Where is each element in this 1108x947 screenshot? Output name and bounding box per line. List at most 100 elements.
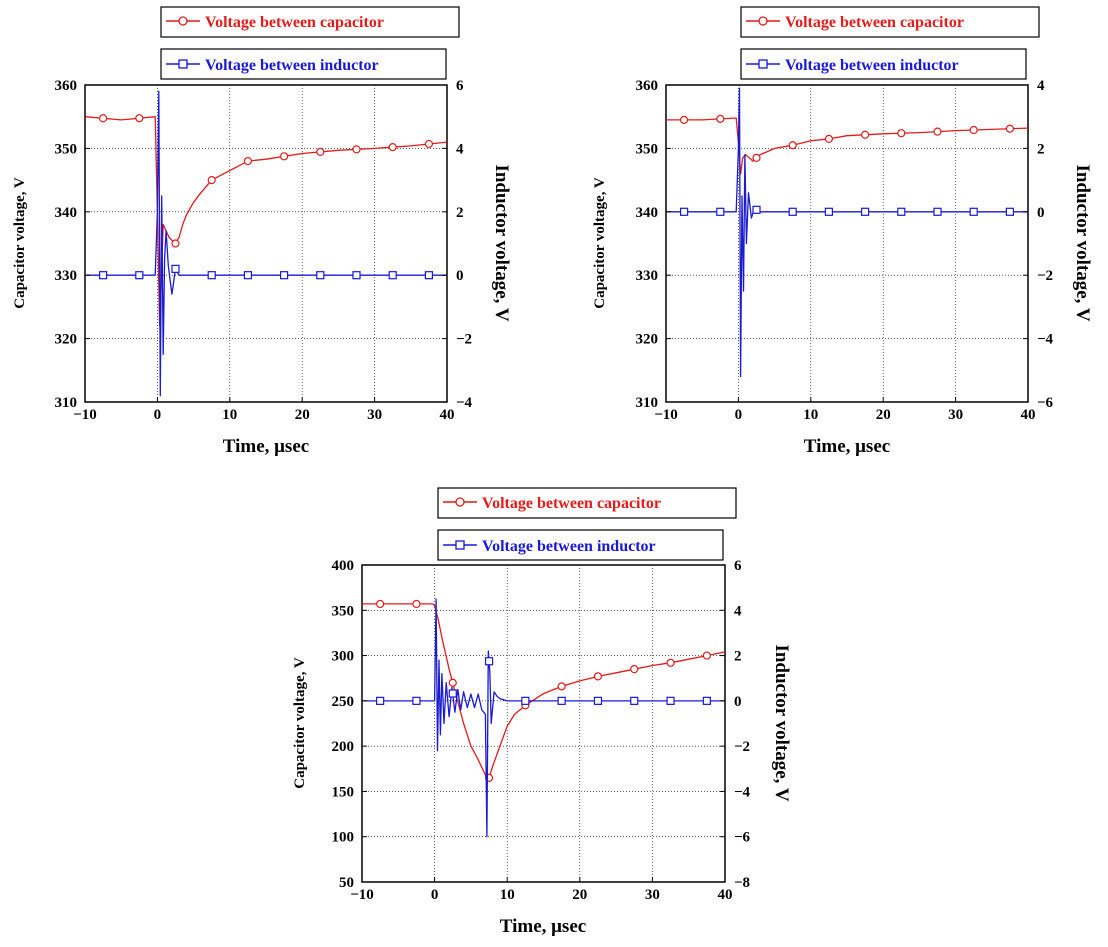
chart-3-y-right-tick-label: −2 (734, 739, 750, 755)
chart-1-point-inductor (388, 271, 397, 280)
chart-2-y-tick-label: 360 (636, 78, 659, 94)
chart-3-point-inductor (484, 657, 494, 666)
chart-2-point-inductor (969, 207, 978, 216)
chart-1-legend-label-capacitor: Voltage between capacitor (205, 14, 384, 31)
chart-3-ticks: −10 0 10 20 30 4050100150200250300350400−8−6−… (332, 558, 751, 903)
chart-1-y-right-axis-label: Inductor voltage, V (491, 164, 512, 321)
chart-2: −10 0 10 20 30 40310320330340350360−6−4−2024 … (592, 6, 1093, 457)
chart-2-y-tick-label: 310 (636, 395, 659, 411)
chart-3-point-inductor (666, 696, 675, 705)
chart-1-x-tick-label: 20 (295, 407, 310, 423)
chart-3-point-capacitor (448, 678, 457, 687)
chart-3-x-tick-label: 20 (572, 887, 587, 903)
chart-1-point-capacitor (243, 156, 252, 166)
chart-2-x-axis-label: Time, μsec (804, 436, 890, 457)
chart-2-point-inductor (716, 207, 725, 216)
chart-3-legend-box-inductor (437, 529, 724, 561)
chart-2-ticks: −10 0 10 20 30 40 310 320 330 340 350 360 −6 −4 −2 0 2 4 (636, 78, 1054, 423)
chart-1-y-tick-label: 330 (55, 268, 78, 284)
chart-2-x-tick-label: 0 (735, 407, 743, 423)
chart-2-point-capacitor (1005, 124, 1015, 133)
chart-2-legend-label-inductor: Voltage between inductor (785, 57, 959, 74)
chart-3-x-tick-label: 10 (500, 887, 515, 903)
chart-2-point-capacitor (788, 141, 797, 150)
chart-3-point-inductor (448, 689, 457, 698)
chart-3-y-right-tick-label: 6 (734, 558, 742, 574)
chart-1-y-right-tick-label: −4 (456, 395, 473, 411)
chart-2-plot-frame (665, 84, 1029, 403)
chart-3-point-inductor (593, 696, 603, 705)
chart-3-series-line-inductor (362, 598, 725, 838)
chart-3-plot-frame (361, 564, 726, 883)
chart-1-legend-marker-inductor (178, 59, 188, 69)
chart-3-point-inductor (521, 696, 530, 705)
chart-1-point-inductor (135, 271, 144, 280)
chart-2-point-inductor (897, 207, 906, 216)
chart-3-point-inductor (557, 696, 566, 705)
chart-3-x-tick-label: 0 (431, 887, 439, 903)
chart-1-point-inductor (243, 271, 252, 280)
chart-3-y-tick-label: 350 (332, 603, 355, 619)
chart-1-point-inductor (352, 271, 361, 280)
chart-2-point-inductor (1005, 207, 1015, 216)
chart-3-y-tick-label: 300 (332, 649, 355, 665)
chart-2-point-inductor (933, 207, 942, 216)
chart-3-y-tick-label: 50 (339, 875, 354, 891)
chart-1-point-capacitor (388, 143, 397, 152)
chart-2-legend: Voltage between capacitor Voltage betwee… (740, 6, 1040, 80)
chart-2-series (666, 87, 1029, 378)
chart-1-y-right-tick-label: −2 (456, 332, 472, 348)
chart-1-y-tick-label: 350 (55, 141, 78, 157)
chart-2-y-right-axis-label: Inductor voltage, V (1072, 164, 1093, 321)
chart-2-y-right-tick-label: 4 (1037, 78, 1045, 94)
chart-2-y-tick-label: 340 (636, 205, 659, 221)
chart-1-legend: Voltage between capacitor Voltage betwee… (160, 6, 460, 80)
chart-3-legend-label-capacitor: Voltage between capacitor (482, 495, 661, 512)
chart-1-legend-box-inductor (160, 48, 447, 80)
chart-3-y-tick-label: 250 (332, 694, 355, 710)
chart-3-y-tick-label: 200 (332, 739, 355, 755)
chart-3-y-tick-label: 400 (332, 558, 355, 574)
chart-2-point-capacitor (933, 127, 942, 136)
chart-1-point-capacitor (135, 114, 144, 123)
chart-3-point-capacitor (593, 672, 603, 681)
chart-3-x-axis-label: Time, μsec (500, 916, 586, 937)
chart-2-x-tick-label: 40 (1021, 407, 1036, 423)
chart-3: −10 0 10 20 30 4050100150200250300350400−8−6−… (292, 487, 792, 937)
chart-3-point-capacitor (630, 665, 639, 674)
chart-2-point-capacitor (716, 114, 725, 123)
chart-1-point-capacitor (280, 152, 289, 161)
chart-1-y-right-tick-label: 6 (456, 78, 464, 94)
chart-2-y-right-tick-label: −4 (1037, 332, 1054, 348)
chart-1-legend-box-capacitor (160, 6, 460, 38)
chart-3-point-capacitor (666, 658, 675, 667)
chart-3-point-capacitor (557, 682, 566, 691)
chart-1-x-tick-label: 0 (154, 407, 162, 423)
chart-2-point-capacitor (752, 153, 761, 163)
chart-1-point-inductor (316, 271, 325, 280)
chart-2-point-capacitor (860, 130, 870, 139)
chart-1-legend-marker-capacitor (178, 16, 188, 26)
chart-3-y-tick-label: 150 (332, 784, 355, 800)
chart-2-point-inductor (788, 207, 797, 216)
chart-1-y-tick-label: 320 (55, 332, 78, 348)
chart-3-y-right-tick-label: 2 (734, 649, 742, 665)
chart-1-point-capacitor (171, 239, 180, 248)
chart-1-point-capacitor (207, 176, 216, 185)
chart-1-point-capacitor (316, 147, 325, 156)
chart-3-legend: Voltage between capacitor Voltage betwee… (437, 487, 737, 561)
chart-1-plot-frame (84, 84, 448, 403)
chart-2-point-inductor (752, 205, 761, 214)
chart-2-y-right-tick-label: 0 (1037, 205, 1045, 221)
chart-1-point-inductor (207, 271, 216, 280)
chart-2-y-tick-label: 350 (636, 141, 659, 157)
chart-1-x-tick-label: 40 (440, 407, 455, 423)
chart-3-x-tick-label: 30 (645, 887, 660, 903)
chart-1-x-tick-label: 30 (367, 407, 382, 423)
chart-2-point-inductor (860, 207, 870, 216)
chart-3-point-capacitor (412, 599, 421, 609)
chart-3-y-right-axis-label: Inductor voltage, V (771, 644, 792, 801)
chart-1-x-axis-label: Time, μsec (223, 436, 309, 457)
chart-2-legend-marker-inductor (758, 59, 768, 69)
